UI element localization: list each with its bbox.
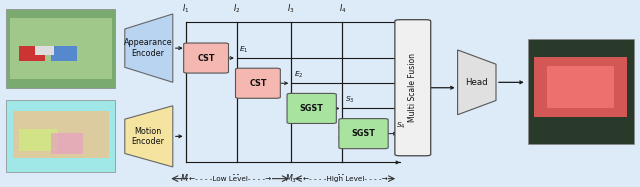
Text: Head: Head <box>465 78 488 87</box>
Text: $M_2$: $M_2$ <box>231 172 243 185</box>
Text: $M_3$: $M_3$ <box>285 172 297 185</box>
Text: $I_4$: $I_4$ <box>339 2 346 15</box>
Text: $I_1$: $I_1$ <box>182 2 189 15</box>
Text: $I_3$: $I_3$ <box>287 2 295 15</box>
Text: ←- - - -High Level- - - -→: ←- - - -High Level- - - -→ <box>303 176 387 182</box>
Text: $S_4$: $S_4$ <box>396 120 406 131</box>
Text: Appearance
Encoder: Appearance Encoder <box>124 39 172 58</box>
Text: SGST: SGST <box>300 104 324 113</box>
Text: Motion
Encoder: Motion Encoder <box>131 127 164 146</box>
Text: $E_2$: $E_2$ <box>294 70 303 80</box>
FancyBboxPatch shape <box>287 94 337 123</box>
Bar <box>35 46 54 55</box>
Text: $E_1$: $E_1$ <box>239 45 249 55</box>
Text: $S_3$: $S_3$ <box>345 95 355 105</box>
Bar <box>6 9 115 88</box>
Bar <box>51 133 83 154</box>
Text: $M_1$: $M_1$ <box>180 172 191 185</box>
FancyBboxPatch shape <box>236 68 280 98</box>
Text: CST: CST <box>249 79 267 88</box>
Bar <box>10 18 112 79</box>
Polygon shape <box>125 106 173 167</box>
Polygon shape <box>125 14 173 82</box>
Bar <box>534 57 627 117</box>
FancyBboxPatch shape <box>184 43 228 73</box>
Text: ←- - - -Low Level- - - -→: ←- - - -Low Level- - - -→ <box>189 176 271 182</box>
Bar <box>6 100 115 172</box>
Text: CST: CST <box>197 53 215 62</box>
Bar <box>19 129 58 151</box>
Bar <box>547 66 614 108</box>
Bar <box>51 46 77 61</box>
FancyBboxPatch shape <box>395 20 431 156</box>
Text: Multi Scale Fusion: Multi Scale Fusion <box>408 53 417 122</box>
FancyBboxPatch shape <box>339 119 388 149</box>
Bar <box>528 39 634 144</box>
Text: $I_2$: $I_2$ <box>233 2 241 15</box>
Text: $M_4$: $M_4$ <box>337 172 348 185</box>
Bar <box>13 111 109 158</box>
Text: SGST: SGST <box>351 129 376 138</box>
Polygon shape <box>458 50 496 115</box>
Bar <box>19 46 45 61</box>
